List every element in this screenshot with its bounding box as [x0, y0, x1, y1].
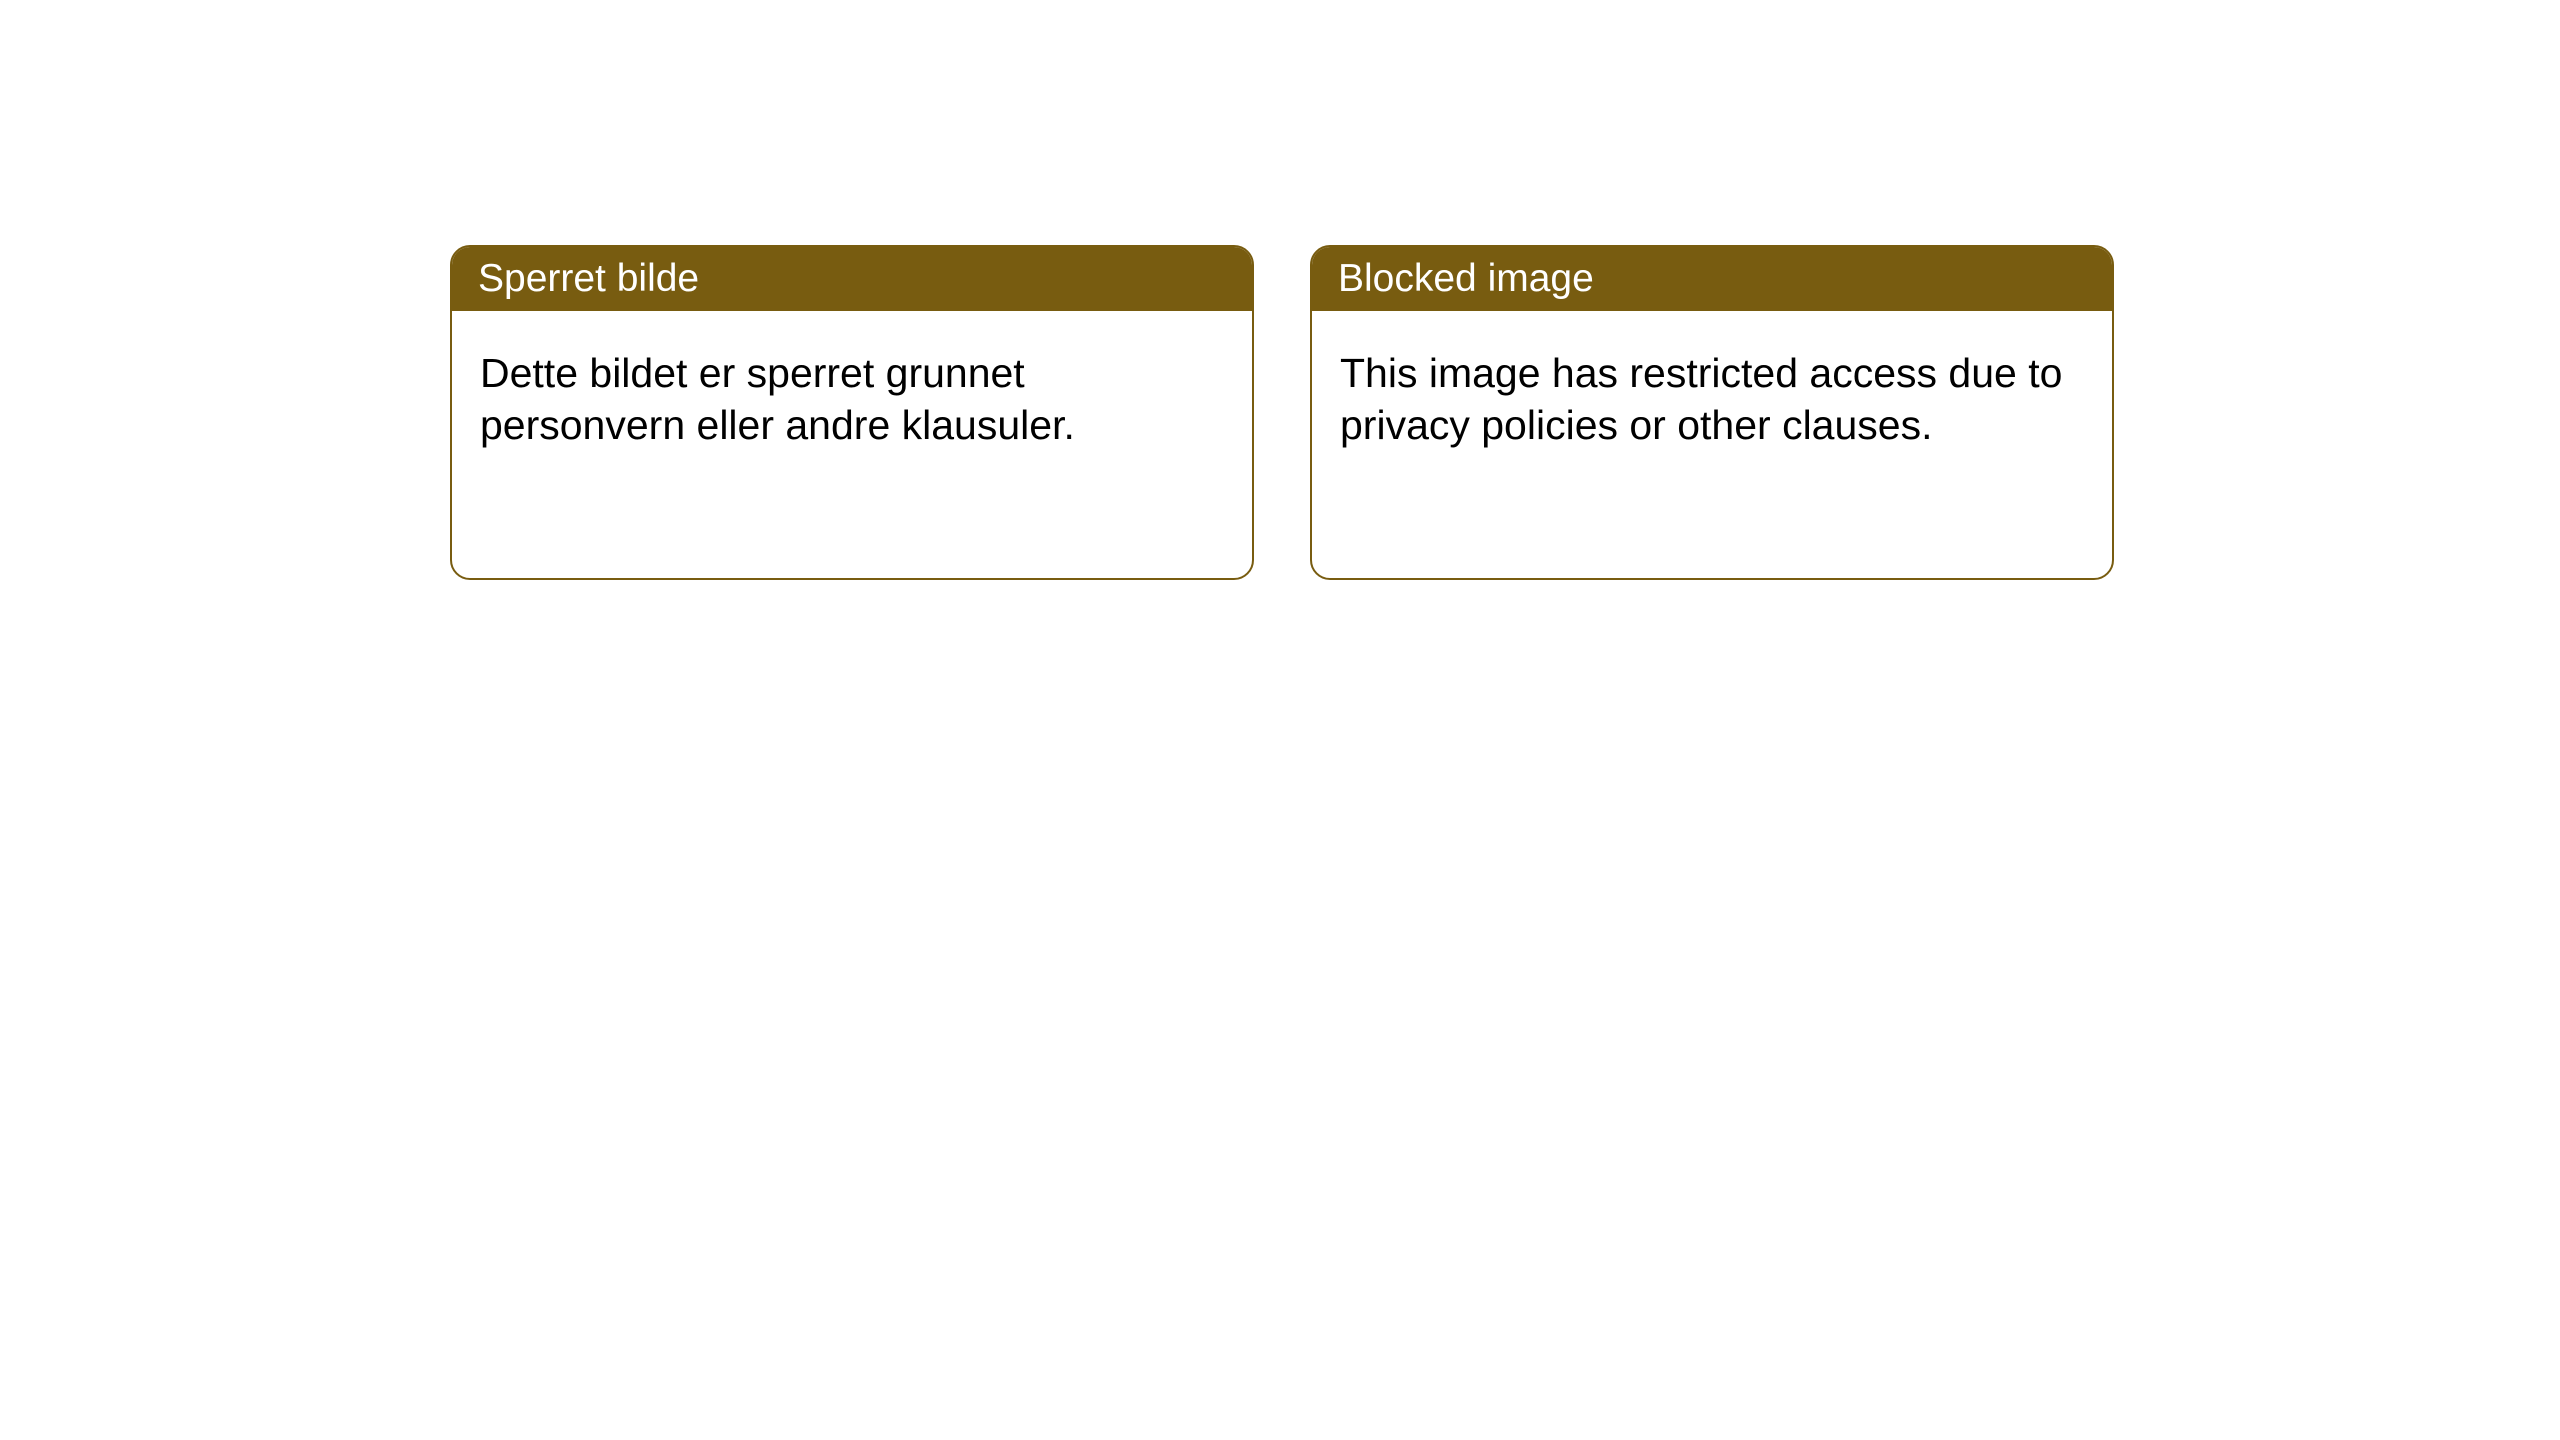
- notice-header: Blocked image: [1312, 247, 2112, 311]
- notice-message: This image has restricted access due to …: [1340, 350, 2062, 448]
- notice-body: This image has restricted access due to …: [1312, 311, 2112, 488]
- notice-container: Sperret bilde Dette bildet er sperret gr…: [450, 245, 2114, 580]
- notice-header: Sperret bilde: [452, 247, 1252, 311]
- notice-title: Sperret bilde: [478, 257, 699, 300]
- notice-card-english: Blocked image This image has restricted …: [1310, 245, 2114, 580]
- notice-body: Dette bildet er sperret grunnet personve…: [452, 311, 1252, 488]
- notice-title: Blocked image: [1338, 257, 1594, 300]
- notice-message: Dette bildet er sperret grunnet personve…: [480, 350, 1075, 448]
- notice-card-norwegian: Sperret bilde Dette bildet er sperret gr…: [450, 245, 1254, 580]
